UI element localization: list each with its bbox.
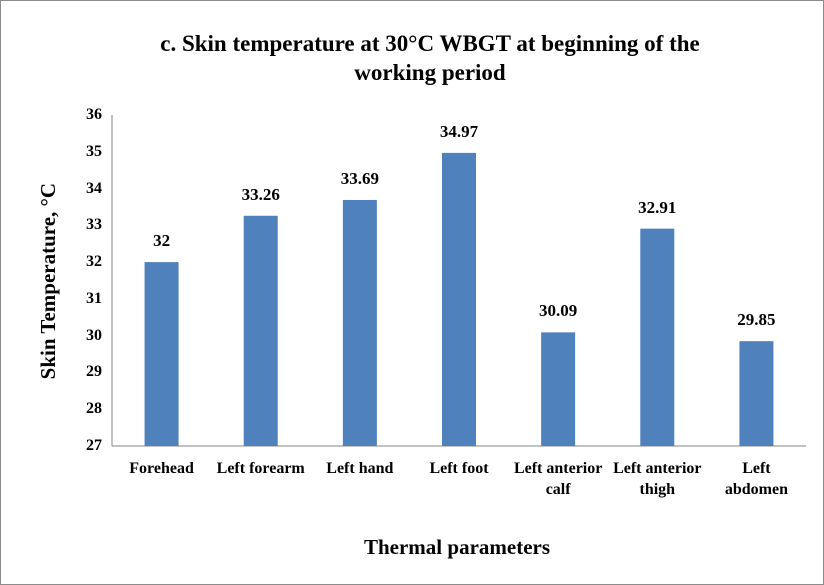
bar — [640, 228, 675, 446]
x-tick-label: Left anterior calf — [513, 460, 603, 498]
data-label: 34.97 — [439, 121, 479, 141]
bar — [541, 332, 576, 446]
y-tick-label: 35 — [86, 142, 102, 160]
y-tick-label: 28 — [86, 400, 102, 418]
data-label: 30.09 — [539, 301, 578, 321]
y-tick-label: 30 — [86, 326, 102, 344]
data-label: 32 — [153, 231, 171, 251]
bar — [144, 262, 179, 446]
x-tick-label: Left foot — [429, 460, 489, 477]
y-tick-label: 33 — [86, 216, 102, 234]
y-tick-label: 36 — [86, 106, 102, 123]
x-tick-label: Left forearm — [216, 460, 305, 477]
data-label: 33.69 — [340, 168, 379, 188]
x-tick-label: Forehead — [129, 460, 194, 477]
bar — [739, 341, 774, 446]
y-tick-label: 27 — [86, 437, 102, 454]
data-label: 33.26 — [241, 184, 280, 204]
data-label: 29.85 — [737, 310, 776, 330]
data-label: 32.91 — [638, 197, 677, 217]
bar — [442, 152, 476, 446]
y-tick-label: 29 — [86, 363, 102, 381]
y-tick-label: 34 — [86, 179, 102, 197]
y-axis-label: Skin Temperature, °C — [35, 182, 60, 380]
x-tick-label: Left anterior thigh — [613, 460, 702, 498]
x-axis-label: Thermal parameters — [363, 535, 551, 559]
y-tick-label: 31 — [86, 289, 102, 307]
y-tick-label: 32 — [86, 253, 102, 271]
bar — [342, 199, 377, 446]
chart-title: c. Skin temperature at 30°C WBGT at begi… — [160, 31, 700, 85]
bar — [243, 215, 278, 446]
x-tick-label: Left abdomen — [724, 460, 788, 498]
x-tick-label: Left hand — [326, 460, 394, 477]
